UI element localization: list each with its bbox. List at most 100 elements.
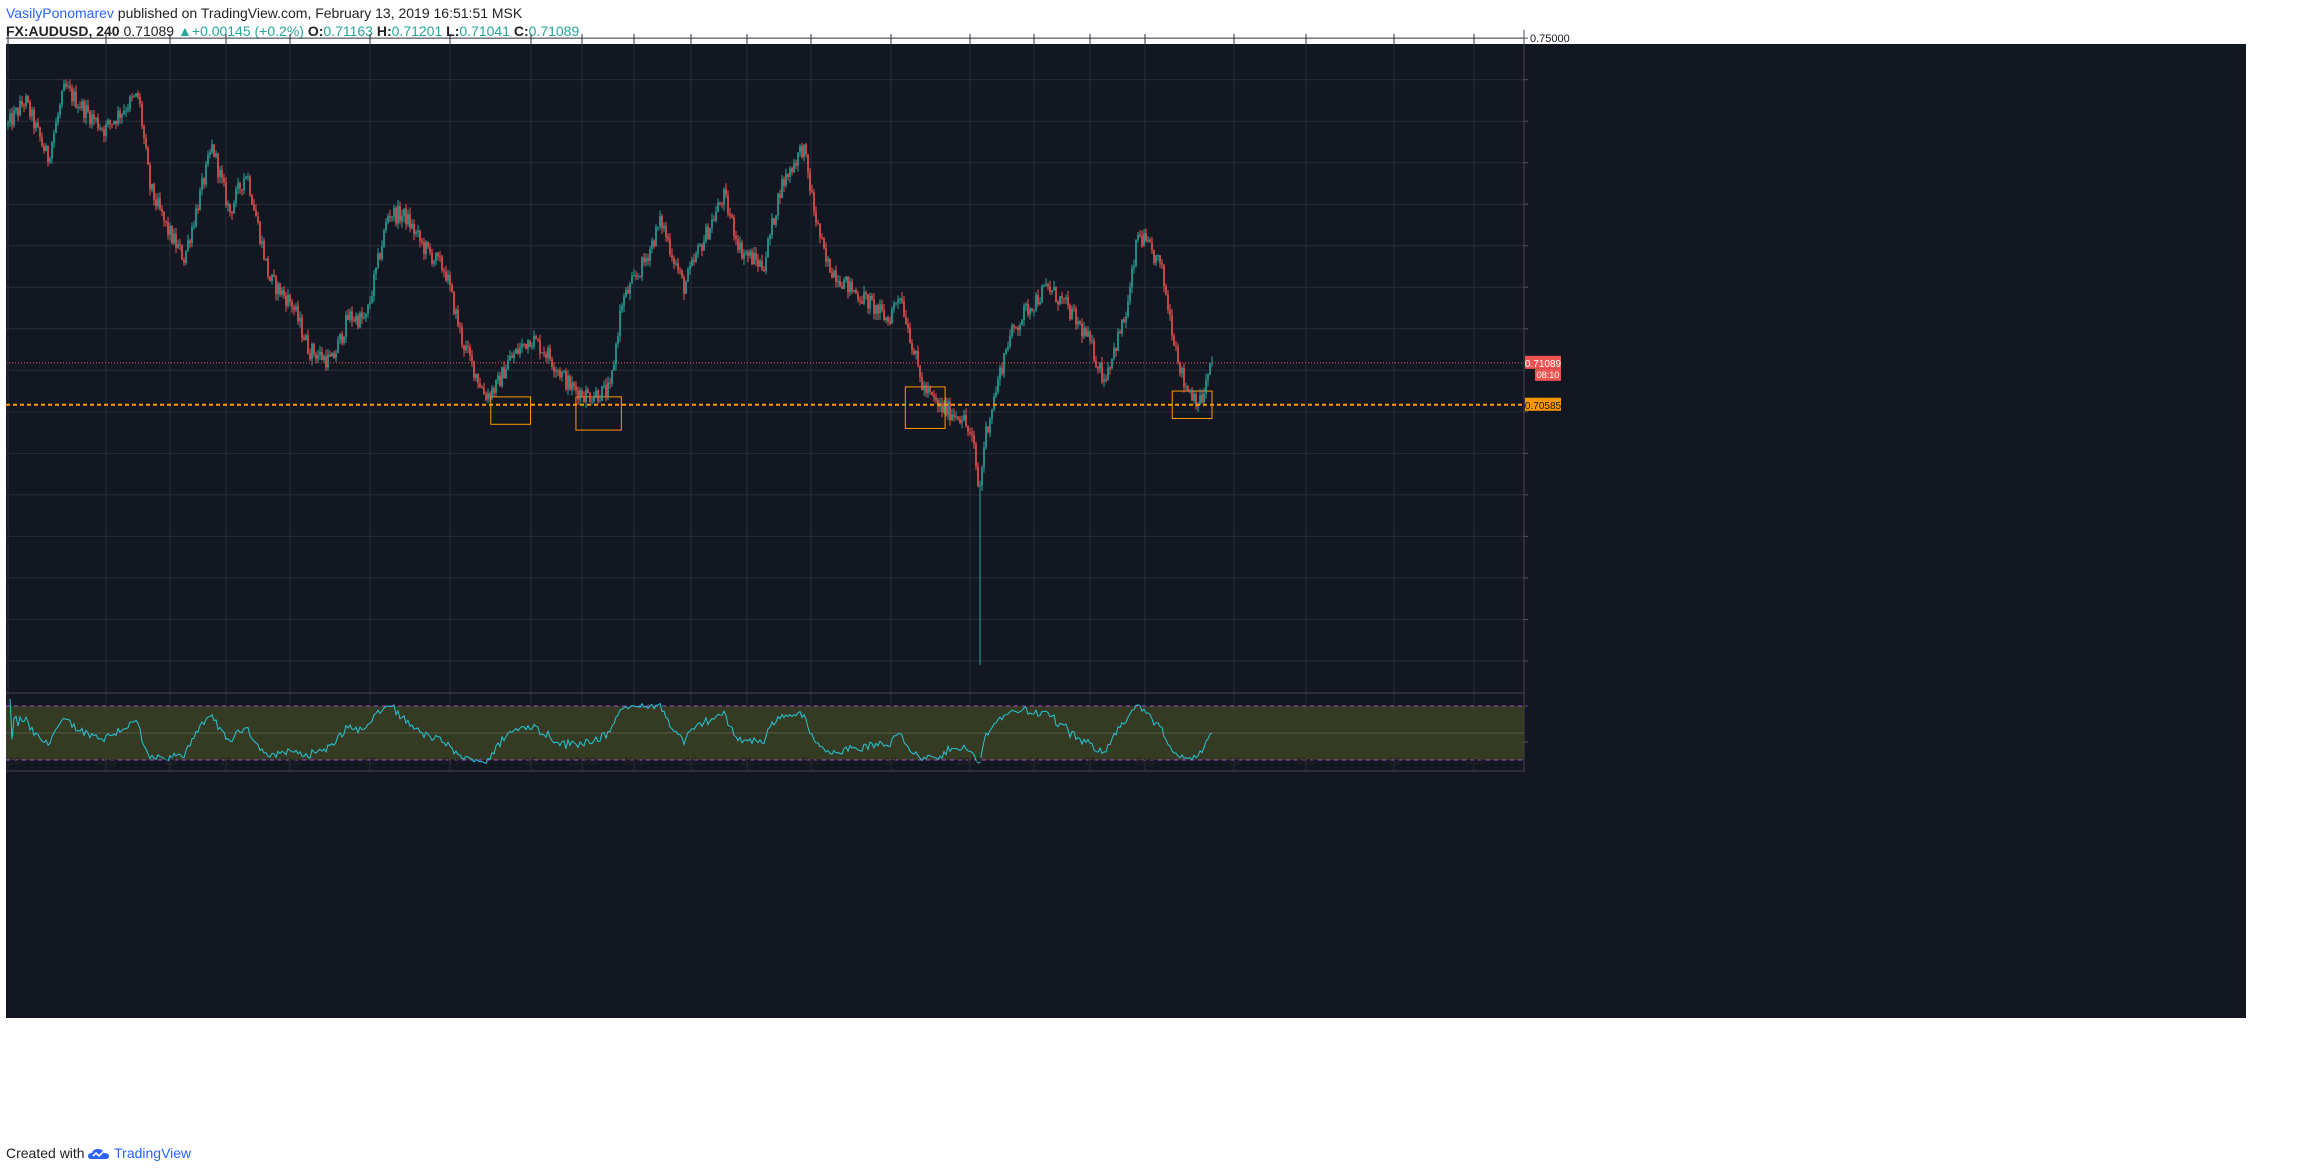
candle-body (41, 137, 43, 146)
candle-body (325, 355, 327, 368)
candle-body (1075, 308, 1077, 325)
candle-body (185, 250, 187, 263)
candle-body (959, 418, 961, 423)
candle-body (319, 351, 321, 355)
close-value: 0.71089 (528, 23, 580, 39)
candle-body (659, 215, 661, 227)
candle-body (85, 105, 87, 119)
candle-body (1011, 325, 1013, 336)
candle-body (759, 260, 761, 267)
candle-body (739, 242, 741, 250)
candle-body (591, 401, 593, 403)
candle-body (227, 203, 229, 206)
tradingview-link[interactable]: TradingView (114, 1145, 192, 1161)
countdown-tag-text: 08:10 (1537, 370, 1560, 380)
candle-body (991, 409, 993, 419)
candle-body (341, 333, 343, 344)
grid (6, 30, 1525, 772)
candle-body (211, 144, 213, 153)
candle-body (471, 355, 473, 361)
price-scale[interactable]: 0.75000 0.74500 0.74000 0.73500 0.73000 0.725… (1524, 33, 1570, 749)
candle-body (1155, 255, 1157, 263)
time-tick-label: 18 (1228, 756, 1240, 768)
candle-body (887, 317, 889, 322)
candle-body (243, 178, 245, 191)
candle-body (435, 252, 437, 261)
rsi-tick-label: 40.0000 (1530, 737, 1570, 749)
candle-body (1157, 255, 1159, 257)
candle-body (685, 281, 687, 294)
candle-body (861, 301, 863, 304)
candle-body (33, 109, 35, 129)
candle-body (133, 96, 135, 98)
candle-body (327, 354, 329, 368)
candle-body (129, 96, 131, 109)
candle-body (495, 380, 497, 393)
candle-body (205, 163, 207, 185)
candle-body (897, 299, 899, 303)
candle-body (351, 311, 353, 321)
candle-body (181, 245, 183, 260)
candle-body (803, 144, 805, 158)
candle-body (183, 259, 185, 263)
candle-body (571, 382, 573, 390)
time-tick-label: 21 (741, 756, 753, 768)
candle-body (137, 93, 139, 97)
candle-body (1073, 308, 1075, 310)
candle-body (1185, 386, 1187, 388)
candle-body (793, 163, 795, 173)
candle-body (771, 218, 773, 236)
candle-body (197, 208, 199, 211)
candle-body (131, 96, 133, 98)
candle-body (1111, 358, 1113, 369)
candle-body (879, 304, 881, 314)
candle-body (201, 178, 203, 191)
candle-body (769, 235, 771, 240)
candle-body (253, 204, 255, 211)
candle-body (83, 101, 85, 119)
candle-body (385, 222, 387, 231)
candle-body (1109, 367, 1111, 369)
candle-body (725, 189, 727, 196)
candle-body (965, 415, 967, 426)
candle-body (1059, 296, 1061, 305)
candle-body (1129, 287, 1131, 302)
time-tick-label: 23 (1084, 756, 1096, 768)
candle-body (487, 393, 489, 400)
candle-body (521, 343, 523, 348)
candle-body (397, 205, 399, 224)
horizontal-lines (6, 362, 1524, 406)
candle-body (857, 293, 859, 300)
candle-body (1093, 340, 1095, 361)
candle-body (575, 386, 577, 391)
candle-body (1071, 308, 1073, 320)
candle-body (671, 254, 673, 258)
candle-body (641, 257, 643, 277)
candle-body (649, 248, 651, 261)
candle-body (933, 395, 935, 398)
candle-body (1065, 297, 1067, 299)
price-tick-label: 0.73500 (1530, 158, 1570, 170)
symbol-label[interactable]: FX:AUDUSD, 240 (6, 23, 120, 39)
candle-body (729, 213, 731, 216)
candle-body (259, 221, 261, 244)
candle-body (113, 121, 115, 125)
candle-body (977, 466, 979, 486)
candle-body (561, 372, 563, 378)
author-link[interactable]: VasilyPonomarev (6, 5, 114, 21)
candle-body (1017, 328, 1019, 331)
candle-body (639, 275, 641, 277)
candle-body (169, 225, 171, 235)
candle-body (167, 222, 169, 235)
candle-body (717, 202, 719, 212)
time-scale[interactable]: 16 Aug 13 22 Sep 17 Oct 15 12:00 Nov 12 21 Dec 17 2019… (6, 756, 1524, 772)
candle-body (973, 435, 975, 445)
time-tick-label: 22 (220, 756, 232, 768)
candle-body (143, 126, 145, 138)
candle-body (1165, 285, 1167, 295)
candle-body (637, 275, 639, 277)
candle-body (1189, 390, 1191, 392)
candle-body (507, 360, 509, 370)
